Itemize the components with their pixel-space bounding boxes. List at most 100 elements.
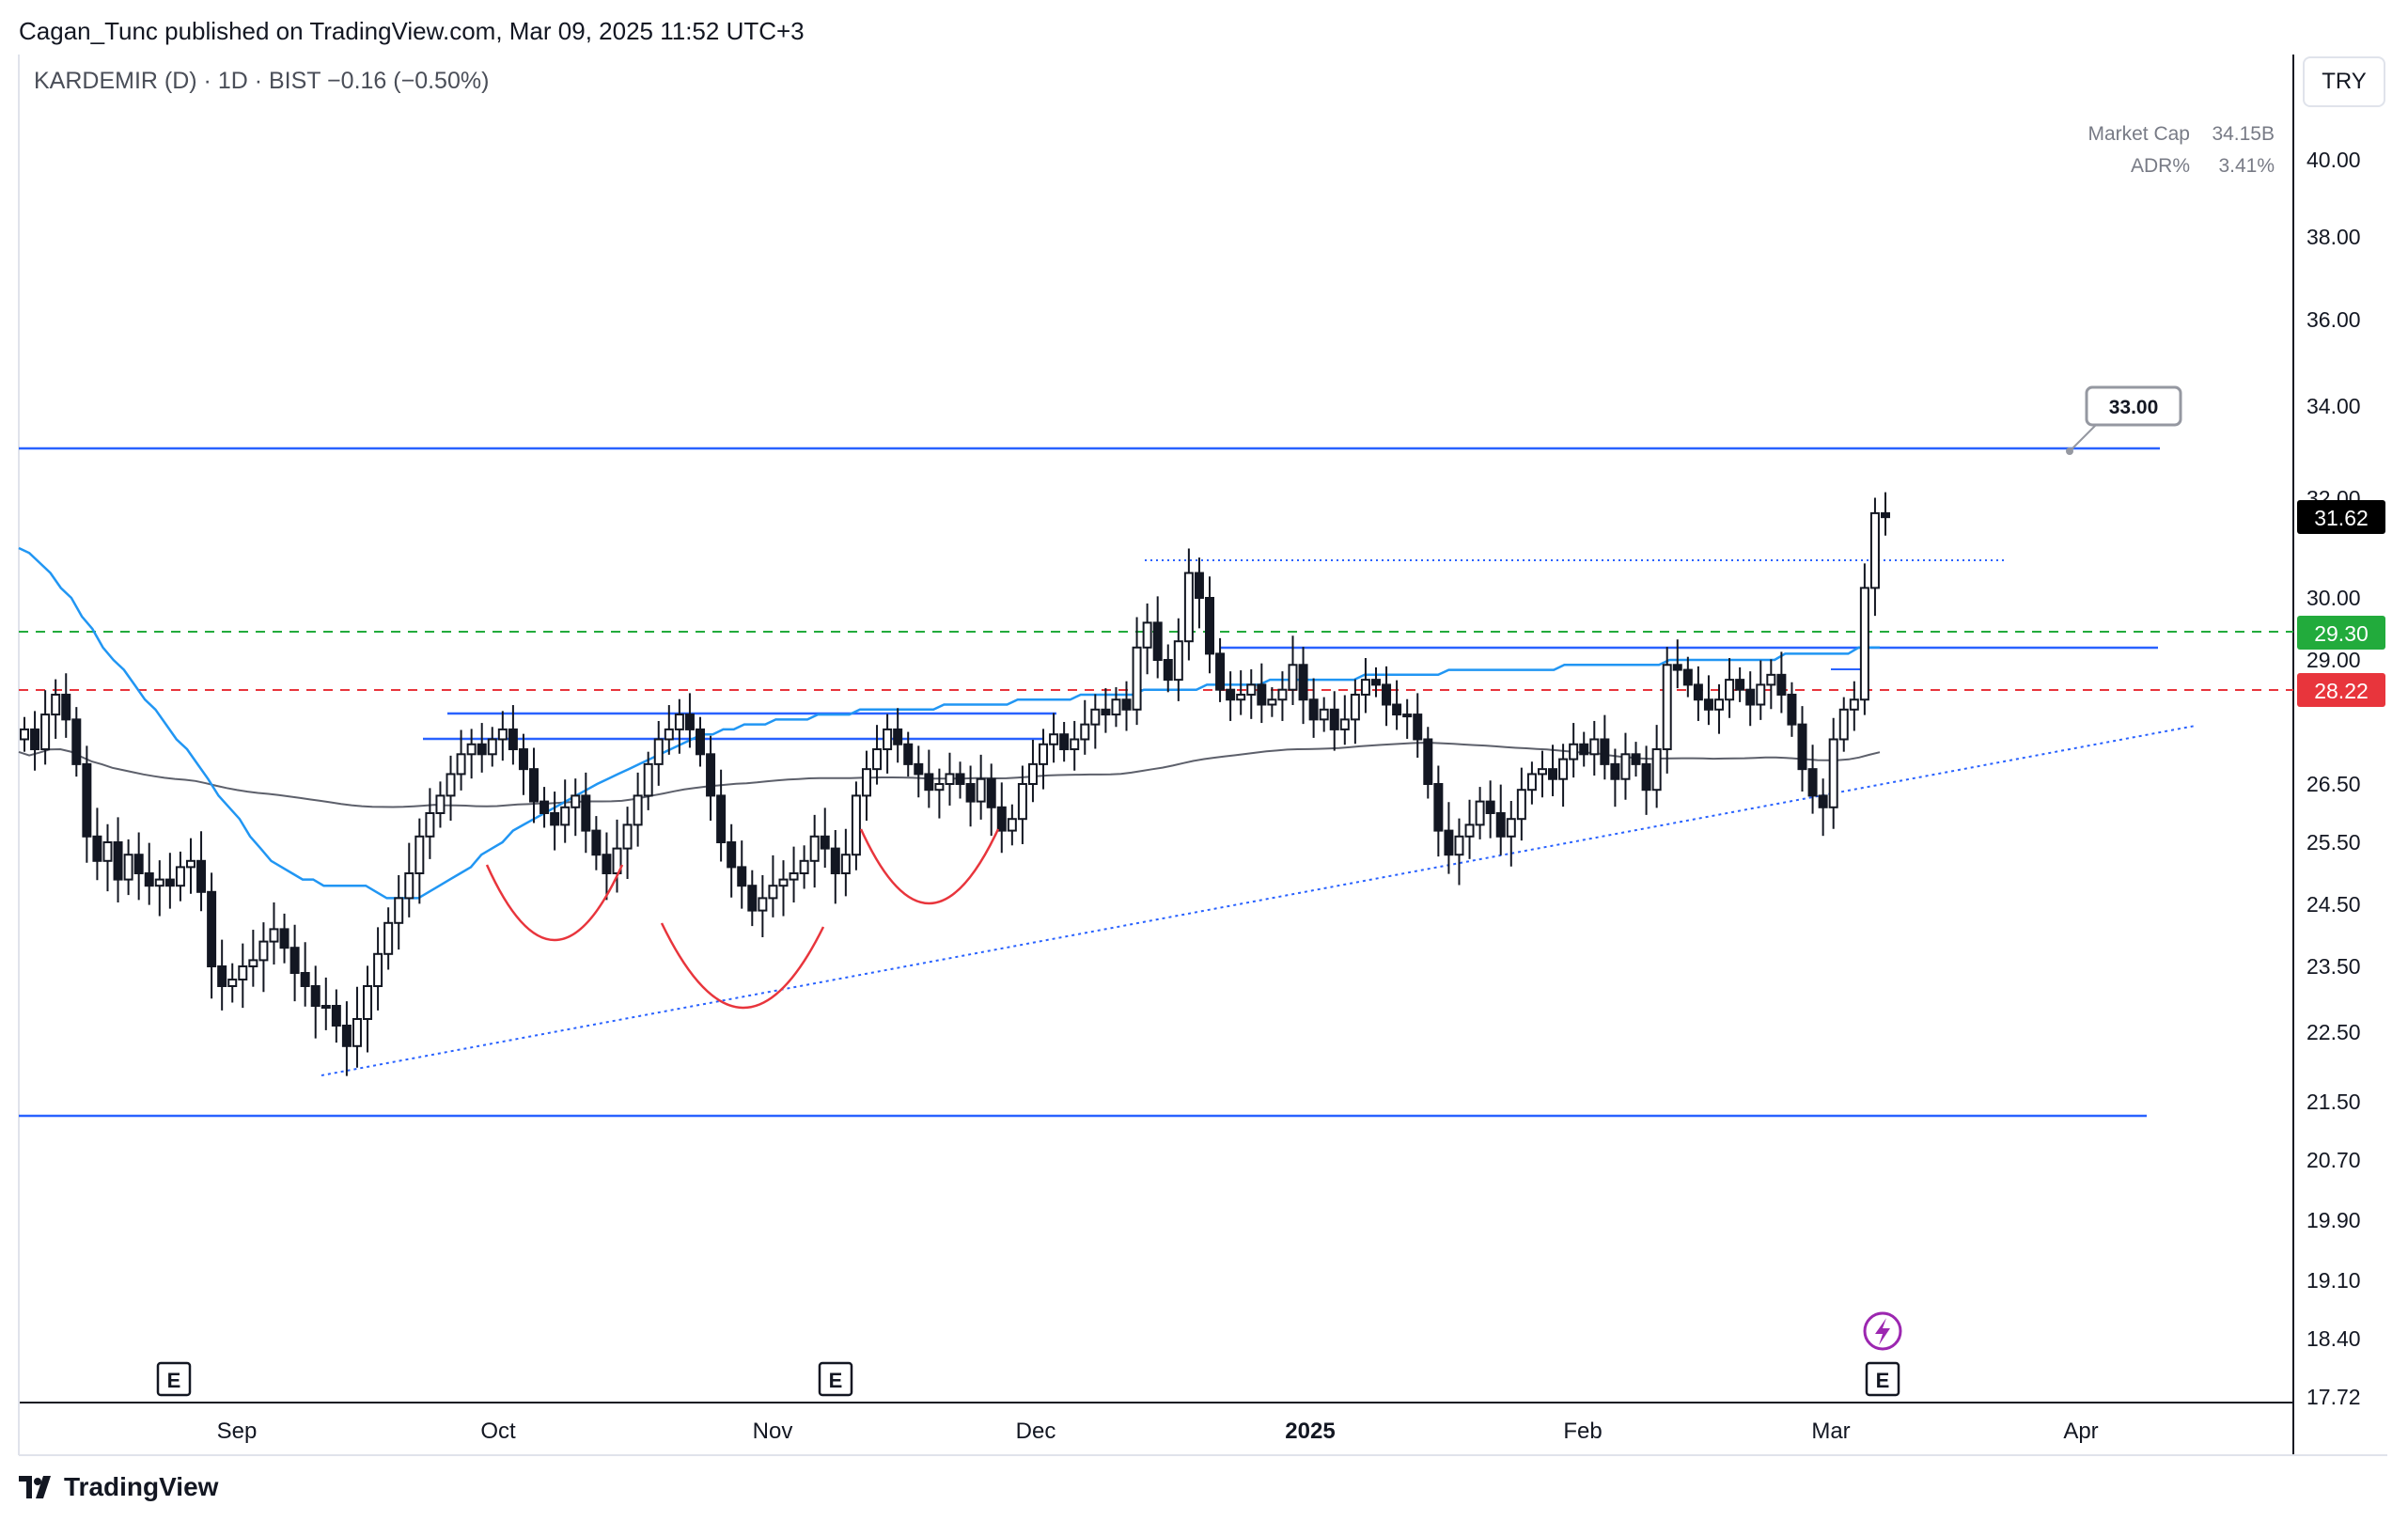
candle-body — [425, 812, 435, 838]
earnings-marker-box — [1865, 1361, 1900, 1397]
candle — [258, 922, 269, 993]
candle-body — [1682, 668, 1693, 686]
candle — [986, 763, 996, 837]
candle-body — [1027, 762, 1038, 786]
candle-body — [1506, 818, 1516, 838]
candle — [289, 924, 300, 1002]
lightning-event-icon[interactable] — [1863, 1311, 1902, 1351]
candle — [1807, 745, 1818, 814]
candle — [1849, 681, 1859, 731]
candle — [1246, 669, 1257, 719]
candle-body — [1339, 718, 1350, 730]
candle-body — [986, 777, 996, 808]
stat-adr: ADR% 3.41% — [2087, 150, 2275, 182]
candle-body — [175, 866, 185, 887]
earnings-marker-sep[interactable]: E — [156, 1361, 192, 1397]
candle — [1610, 748, 1620, 808]
candle-body — [289, 947, 300, 975]
candle-body — [1849, 698, 1859, 711]
y-tick-label: 36.00 — [2306, 307, 2361, 332]
candle — [706, 735, 716, 822]
candle-body — [872, 748, 883, 771]
candle — [1444, 802, 1454, 874]
candle — [976, 754, 986, 820]
candle-body — [1257, 683, 1267, 706]
candle — [1464, 799, 1475, 859]
candle — [809, 814, 820, 888]
candle — [1787, 682, 1797, 737]
candle-body — [1745, 688, 1756, 706]
candle — [154, 860, 164, 917]
candle-body — [477, 743, 487, 756]
candle-body — [674, 713, 684, 730]
candle-body — [1360, 679, 1370, 696]
candle-body — [664, 728, 674, 741]
badge-value: 31.62 — [2314, 506, 2369, 530]
lightning-icon — [1875, 1318, 1890, 1345]
candle — [394, 874, 404, 950]
y-tick-label: 17.72 — [2306, 1385, 2361, 1409]
candle — [1558, 744, 1569, 808]
candle — [1485, 780, 1495, 839]
candle-body — [1444, 829, 1454, 856]
candle-body — [747, 885, 758, 912]
x-tick-label: Apr — [2063, 1419, 2098, 1444]
candle-body — [92, 835, 102, 862]
candle-body — [1485, 800, 1495, 814]
candle — [914, 745, 924, 798]
candle-body — [799, 859, 809, 874]
candle — [1703, 675, 1713, 726]
badge-value: 29.30 — [2314, 621, 2369, 646]
candle — [727, 823, 737, 898]
candle-body — [1558, 758, 1569, 780]
candle — [1101, 688, 1111, 733]
candle — [1526, 761, 1537, 805]
candle — [1838, 697, 1849, 752]
candle-body — [1288, 664, 1298, 691]
candle-body — [789, 872, 799, 881]
candle-body — [684, 713, 695, 730]
earnings-marker-box — [156, 1361, 192, 1397]
candle-body — [1475, 800, 1485, 826]
candle — [1319, 697, 1329, 732]
candle-body — [1672, 664, 1682, 671]
candle-body — [300, 972, 310, 987]
candle-body — [456, 753, 466, 776]
y-tick-label: 23.50 — [2306, 954, 2361, 979]
badge-value: 28.22 — [2314, 679, 2369, 703]
candle — [1039, 729, 1049, 790]
candle-body — [123, 854, 133, 881]
candle — [1600, 714, 1610, 780]
candle-body — [1226, 688, 1236, 701]
candle — [1339, 695, 1350, 745]
candle — [175, 851, 185, 902]
candle-body — [550, 812, 560, 826]
candle — [1766, 659, 1776, 710]
candle — [840, 828, 851, 897]
candle — [1111, 687, 1121, 728]
candle — [404, 842, 414, 917]
candle-body — [227, 979, 238, 987]
earnings-marker-mar[interactable]: E — [1865, 1361, 1900, 1397]
earnings-marker-label: E — [829, 1369, 843, 1392]
target-callout[interactable] — [2085, 385, 2182, 427]
earnings-marker-nov[interactable]: E — [818, 1361, 853, 1397]
candle — [893, 708, 903, 763]
candle-body — [113, 841, 123, 881]
candle — [1070, 720, 1080, 771]
candle-body — [446, 773, 456, 797]
candle-body — [1267, 698, 1277, 706]
candle — [40, 690, 51, 765]
currency-button[interactable]: TRY — [2303, 56, 2385, 107]
ascending-trendline[interactable] — [321, 725, 2197, 1076]
candle-body — [394, 897, 404, 924]
candle — [1828, 717, 1838, 829]
candle — [61, 673, 71, 738]
candle — [487, 727, 497, 767]
candle-body — [51, 693, 61, 716]
candle-body — [20, 728, 29, 741]
candle — [1152, 596, 1163, 679]
candle-body — [404, 872, 414, 900]
candle — [1651, 725, 1662, 808]
